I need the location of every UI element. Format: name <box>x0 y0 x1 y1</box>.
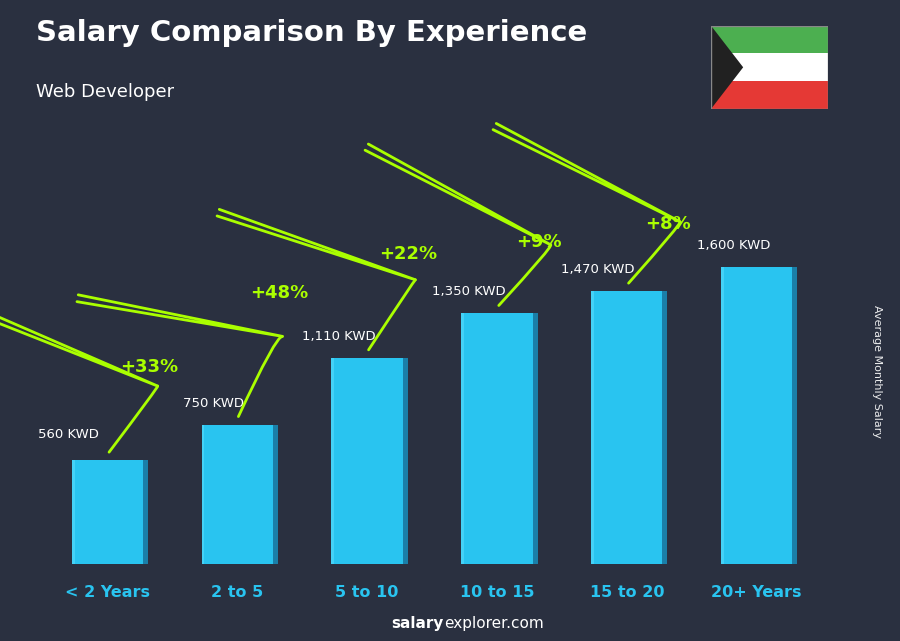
Bar <box>72 460 75 564</box>
Bar <box>331 358 334 564</box>
Bar <box>662 291 668 564</box>
Text: +22%: +22% <box>380 245 437 263</box>
Text: 560 KWD: 560 KWD <box>38 428 99 442</box>
Text: < 2 Years: < 2 Years <box>65 585 150 599</box>
Text: 5 to 10: 5 to 10 <box>336 585 399 599</box>
Bar <box>461 313 533 564</box>
Bar <box>711 81 828 109</box>
Bar <box>721 267 792 564</box>
Bar <box>331 358 403 564</box>
Text: Average Monthly Salary: Average Monthly Salary <box>872 305 883 438</box>
Bar <box>591 291 594 564</box>
Bar <box>711 26 828 53</box>
Text: 750 KWD: 750 KWD <box>184 397 245 410</box>
Bar <box>711 53 828 81</box>
Bar <box>202 425 273 564</box>
Text: explorer.com: explorer.com <box>444 617 544 631</box>
Text: Web Developer: Web Developer <box>36 83 174 101</box>
Bar <box>403 358 408 564</box>
Text: 15 to 20: 15 to 20 <box>590 585 664 599</box>
Bar <box>792 267 797 564</box>
Bar <box>273 425 278 564</box>
Text: 1,600 KWD: 1,600 KWD <box>697 239 770 252</box>
Bar <box>533 313 537 564</box>
Text: 10 to 15: 10 to 15 <box>460 585 535 599</box>
Text: 1,110 KWD: 1,110 KWD <box>302 330 375 343</box>
Text: +8%: +8% <box>645 215 691 233</box>
Text: 1,470 KWD: 1,470 KWD <box>562 263 634 276</box>
Bar <box>591 291 662 564</box>
Text: Salary Comparison By Experience: Salary Comparison By Experience <box>36 19 587 47</box>
Text: 20+ Years: 20+ Years <box>711 585 802 599</box>
Bar <box>72 460 143 564</box>
Text: +48%: +48% <box>249 284 308 302</box>
Bar <box>461 313 464 564</box>
Bar <box>721 267 724 564</box>
Bar <box>143 460 148 564</box>
Text: +9%: +9% <box>516 233 562 251</box>
Text: salary: salary <box>392 617 444 631</box>
Text: +33%: +33% <box>120 358 178 376</box>
Bar <box>202 425 204 564</box>
Text: 1,350 KWD: 1,350 KWD <box>431 285 505 298</box>
Text: 2 to 5: 2 to 5 <box>212 585 264 599</box>
Polygon shape <box>711 26 743 109</box>
